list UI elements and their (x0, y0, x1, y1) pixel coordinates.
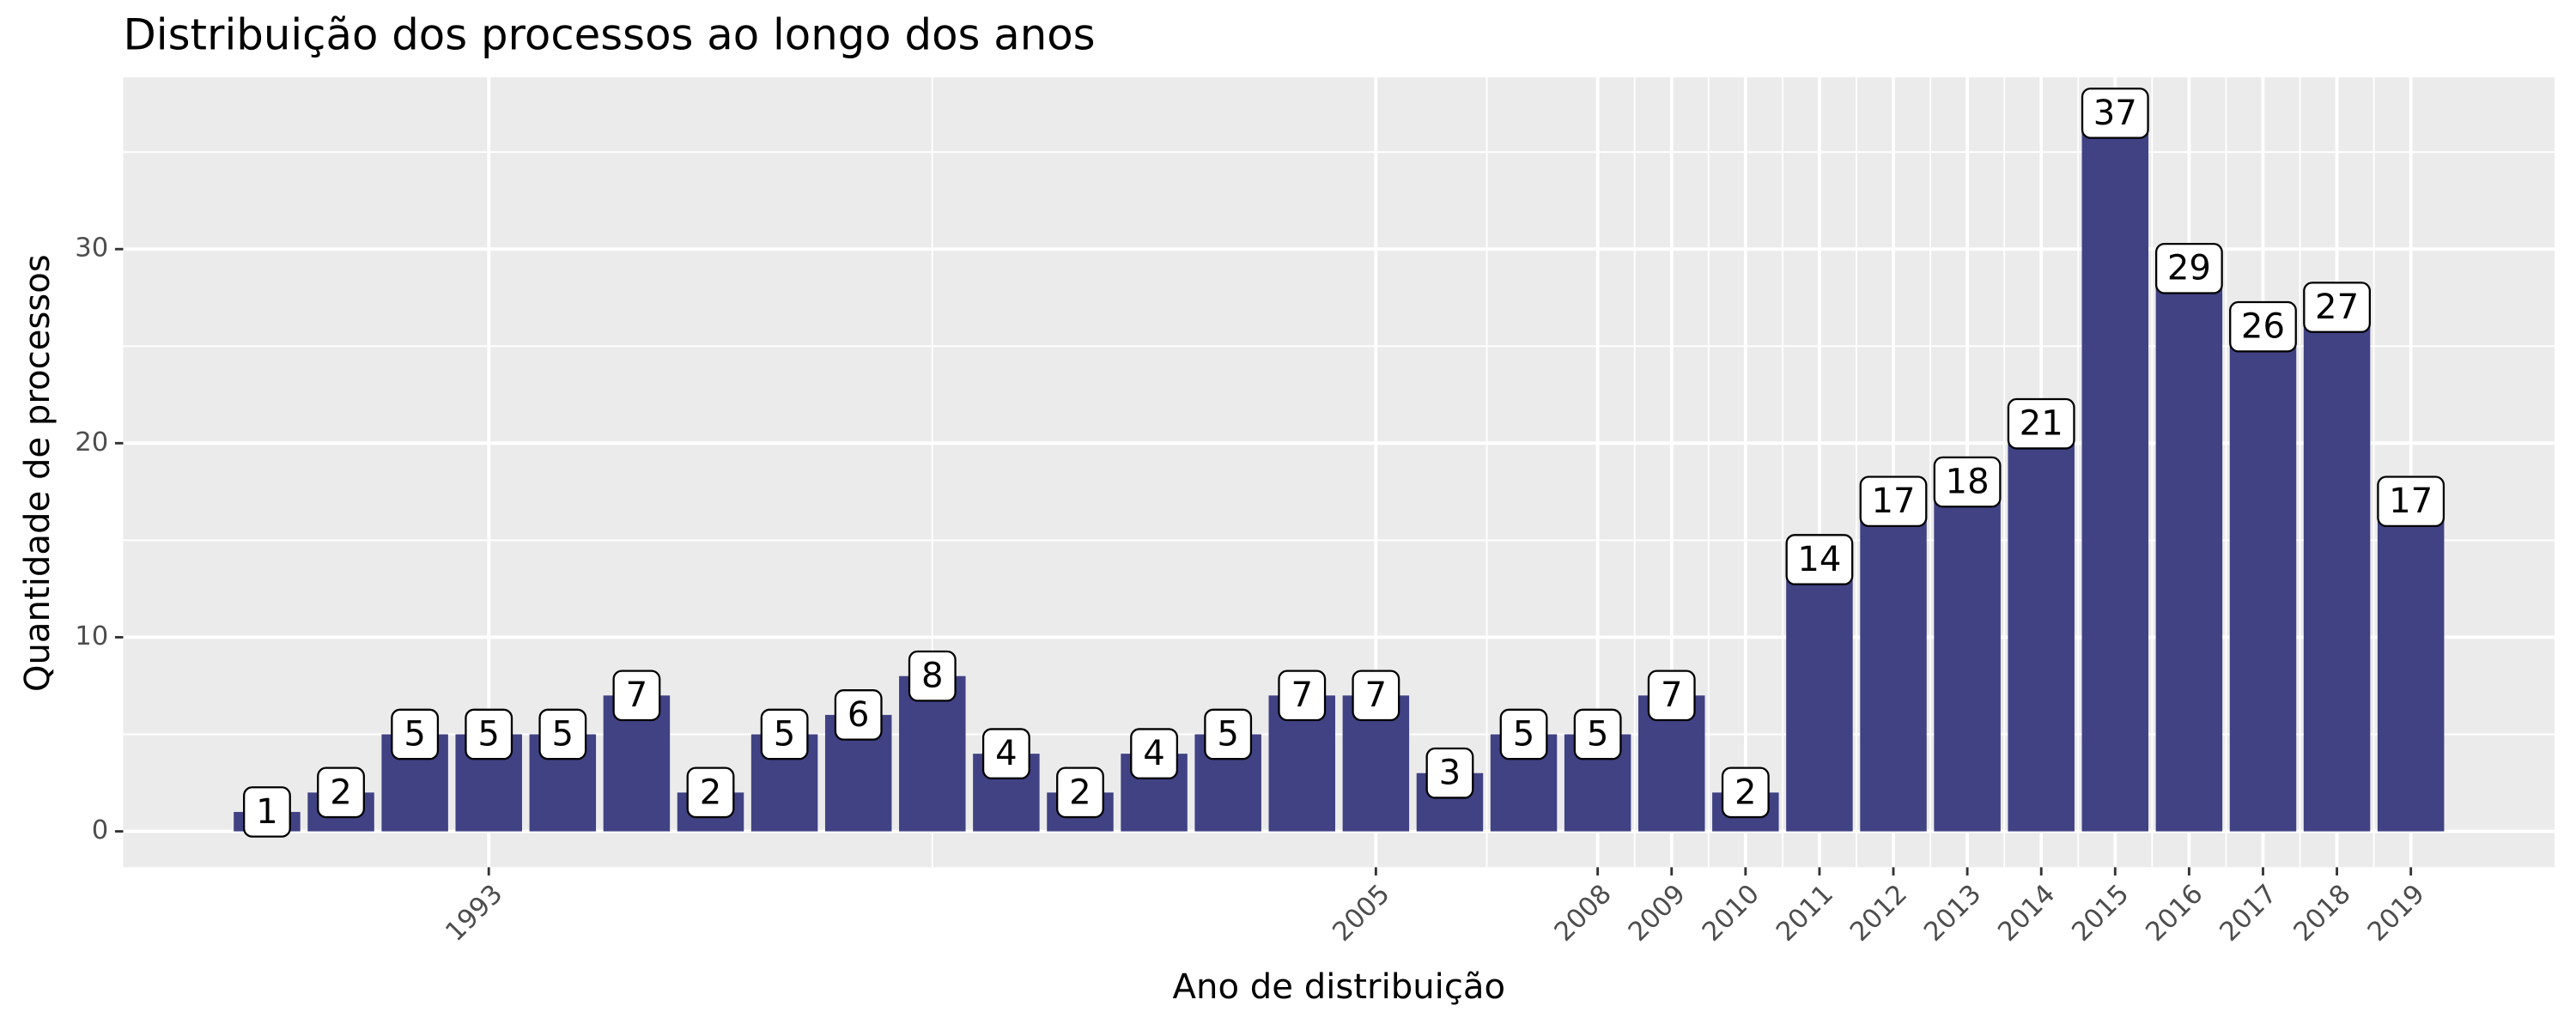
data-label-box (391, 708, 440, 760)
data-label-box (1499, 708, 1548, 760)
x-tick-label: 2005 (1327, 879, 1396, 948)
x-tick-label: 2008 (1549, 879, 1618, 948)
bar (1860, 501, 1927, 832)
data-label-box (1425, 747, 1474, 799)
bar (2377, 501, 2445, 832)
chart-title: Distribuição dos processos ao longo dos … (123, 10, 1095, 60)
data-label: 5 (477, 714, 500, 754)
data-label-box (243, 786, 291, 838)
data-label-box (2081, 88, 2149, 139)
data-label: 21 (2020, 404, 2063, 444)
x-tick-label: 2011 (1771, 879, 1839, 948)
data-label-box (1204, 708, 1253, 760)
data-label: 18 (1946, 462, 1990, 501)
bar (899, 676, 966, 832)
y-tick-label: 30 (75, 233, 108, 264)
data-label-box (538, 708, 587, 760)
x-tick-label: 1993 (440, 879, 509, 948)
data-label: 6 (848, 695, 870, 735)
data-label-box (2154, 242, 2223, 294)
data-label: 5 (1587, 714, 1609, 754)
x-axis-label: Ano de distribuição (1173, 967, 1506, 1007)
data-label-box (1056, 766, 1104, 819)
data-label-box (2377, 476, 2445, 528)
data-label-box (1933, 456, 2002, 508)
data-label-box (981, 728, 1030, 779)
data-label-box (1859, 476, 1928, 528)
bar (1786, 560, 1853, 832)
data-label: 2 (700, 772, 722, 812)
data-label-box (465, 708, 513, 760)
data-label: 17 (2389, 482, 2433, 521)
x-tick-label: 2019 (2362, 879, 2431, 948)
bar (1934, 482, 2001, 832)
data-label: 2 (1069, 772, 1091, 812)
data-label: 5 (774, 714, 796, 754)
data-label: 26 (2241, 307, 2285, 347)
bar (2303, 307, 2371, 832)
data-label: 2 (1735, 772, 1757, 812)
data-label-box (317, 766, 365, 819)
y-axis-label: Quantidade de processos (18, 254, 58, 692)
data-label: 8 (921, 657, 944, 696)
data-label: 29 (2167, 249, 2211, 288)
data-label-box (1573, 708, 1622, 760)
data-label: 7 (1365, 676, 1388, 715)
data-label-box (834, 689, 883, 741)
data-label: 5 (1513, 714, 1535, 754)
data-label: 5 (1217, 714, 1239, 754)
data-label: 2 (330, 772, 352, 812)
data-label: 37 (2093, 94, 2137, 133)
x-tick-label: 2013 (1918, 879, 1987, 948)
data-label: 4 (1143, 734, 1165, 773)
data-label: 7 (626, 676, 648, 715)
data-label: 1 (256, 792, 278, 832)
data-label: 27 (2315, 288, 2359, 327)
x-tick-label: 2018 (2288, 879, 2357, 948)
y-tick-label: 0 (92, 815, 108, 845)
data-label-box (1352, 670, 1400, 722)
data-label: 5 (404, 714, 426, 754)
data-label-box (1647, 670, 1696, 722)
data-label-box (1130, 728, 1179, 779)
bar (2008, 423, 2075, 832)
data-label-box (760, 708, 809, 760)
data-label-box (2007, 397, 2075, 450)
x-tick-label: 2012 (1844, 879, 1913, 948)
panel (123, 77, 2555, 868)
bar (2229, 326, 2297, 832)
data-label: 7 (1291, 676, 1313, 715)
x-tick-label: 2009 (1623, 879, 1692, 948)
data-label-box (1785, 534, 1854, 585)
x-tick-label: 2016 (2141, 879, 2209, 948)
data-label: 5 (552, 714, 574, 754)
bar (2081, 112, 2149, 832)
x-tick-label: 2014 (1993, 879, 2062, 948)
data-label-box (1278, 670, 1327, 722)
data-label: 17 (1871, 482, 1915, 521)
data-label: 4 (995, 734, 1018, 773)
data-label-box (908, 650, 957, 702)
data-label-box (686, 766, 735, 819)
y-tick-label: 10 (75, 621, 108, 651)
data-label-box (612, 670, 661, 722)
data-label: 3 (1439, 754, 1461, 793)
x-tick-label: 2017 (2215, 879, 2283, 948)
x-tick-label: 2010 (1697, 879, 1765, 948)
data-label-box (2229, 300, 2297, 353)
data-label-box (1721, 766, 1770, 819)
x-tick-label: 2015 (2067, 879, 2136, 948)
y-tick-label: 20 (75, 427, 108, 457)
data-label-box (2303, 282, 2371, 333)
data-label: 7 (1661, 676, 1683, 715)
bar (2155, 268, 2223, 832)
data-label: 14 (1797, 540, 1841, 579)
